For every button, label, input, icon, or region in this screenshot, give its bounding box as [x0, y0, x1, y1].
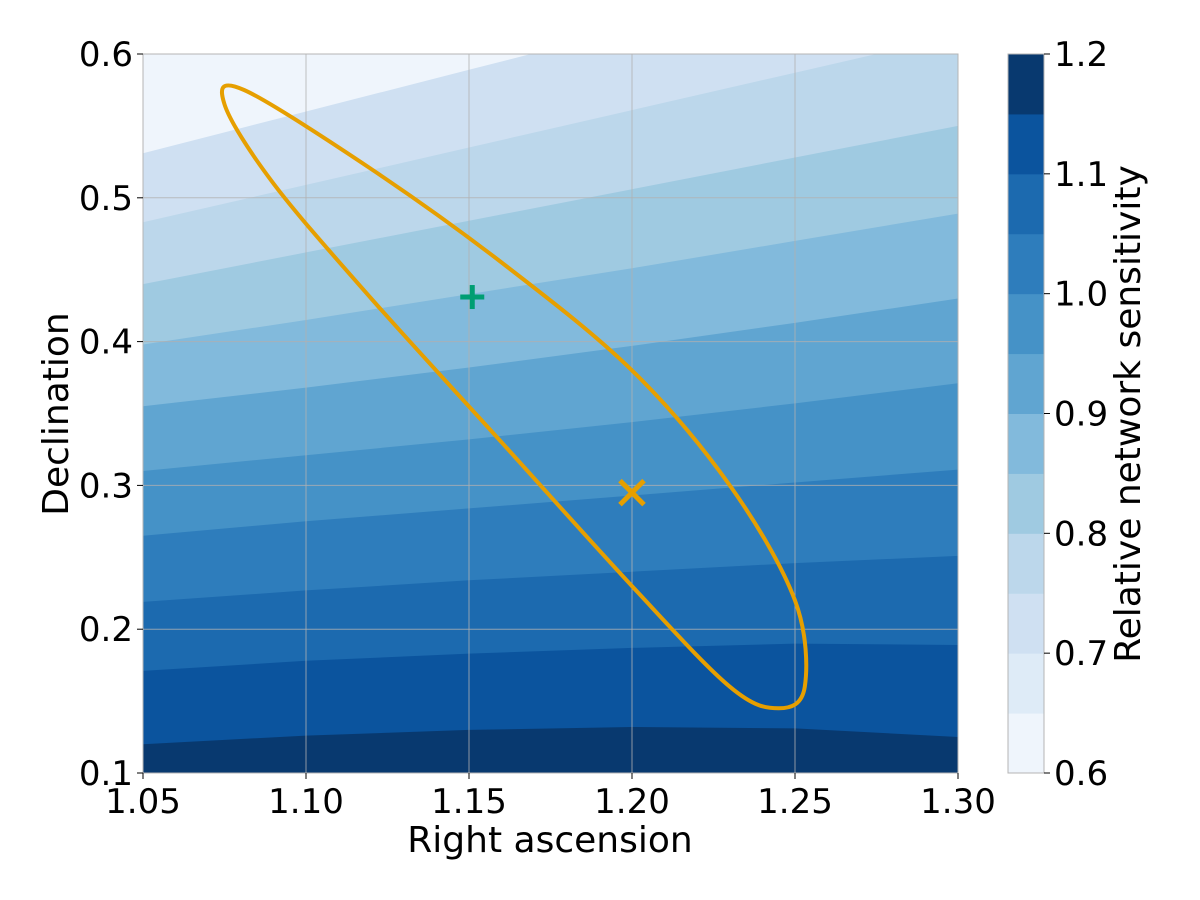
colorbar-segment: [1008, 473, 1044, 534]
contour-bands: [143, 54, 958, 773]
y-axis-ticks: 0.1 0.2 0.3 0.4 0.5 0.6: [79, 35, 143, 794]
x-axis-ticks: 1.05 1.10 1.15 1.20 1.25 1.30: [105, 773, 996, 822]
colorbar-tick-label: 0.8: [1054, 514, 1108, 554]
colorbar-label: Relative network sensitivity: [1108, 165, 1149, 663]
marker-layer: [460, 285, 646, 507]
colorbar-segment: [1008, 713, 1044, 774]
colorbar-segment: [1008, 533, 1044, 594]
colorbar-tick-label: 0.7: [1054, 634, 1108, 674]
colorbar-tick-label: 0.9: [1054, 395, 1108, 435]
error-ellipse-layer: [220, 83, 809, 711]
error-ellipse: [220, 83, 809, 711]
colorbar-segment: [1008, 653, 1044, 714]
colorbar-tick-label: 1.0: [1054, 275, 1108, 315]
cross-marker: [618, 478, 646, 507]
y-tick-label: 0.5: [79, 179, 133, 219]
y-tick-label: 0.1: [79, 754, 133, 794]
y-tick-label: 0.4: [79, 323, 133, 363]
x-axis-label: Right ascension: [407, 820, 692, 861]
x-tick-label: 1.25: [757, 782, 833, 822]
x-tick-label: 1.20: [594, 782, 670, 822]
x-tick-label: 1.05: [105, 782, 181, 822]
colorbar-segment: [1008, 353, 1044, 414]
contour-band-1.15: [143, 727, 958, 773]
y-tick-label: 0.6: [79, 35, 133, 75]
colorbar-segment: [1008, 293, 1044, 355]
colorbar-segment: [1008, 54, 1044, 115]
x-tick-label: 1.15: [431, 782, 507, 822]
colorbar-tick-label: 1.2: [1054, 35, 1108, 75]
colorbar-segment: [1008, 233, 1044, 295]
x-tick-label: 1.10: [268, 782, 344, 822]
cross-marker-stroke-b: [618, 478, 646, 507]
colorbar-segment: [1008, 413, 1044, 474]
y-tick-label: 0.2: [79, 610, 133, 650]
colorbar-segment: [1008, 593, 1044, 654]
colorbar-ticks: 0.6 0.7 0.8 0.9 1.0 1.1 1.2: [1044, 35, 1108, 794]
colorbar-tick-label: 1.1: [1054, 155, 1108, 195]
y-axis-label: Declination: [36, 312, 77, 516]
plus-marker: [460, 285, 485, 310]
colorbar: [1008, 54, 1044, 774]
x-tick-label: 1.30: [920, 782, 996, 822]
colorbar-segment: [1008, 113, 1044, 175]
y-tick-label: 0.3: [79, 466, 133, 506]
plot-frame: [142, 53, 959, 774]
colorbar-tick-label: 0.6: [1054, 754, 1108, 794]
colorbar-segment: [1008, 173, 1044, 235]
